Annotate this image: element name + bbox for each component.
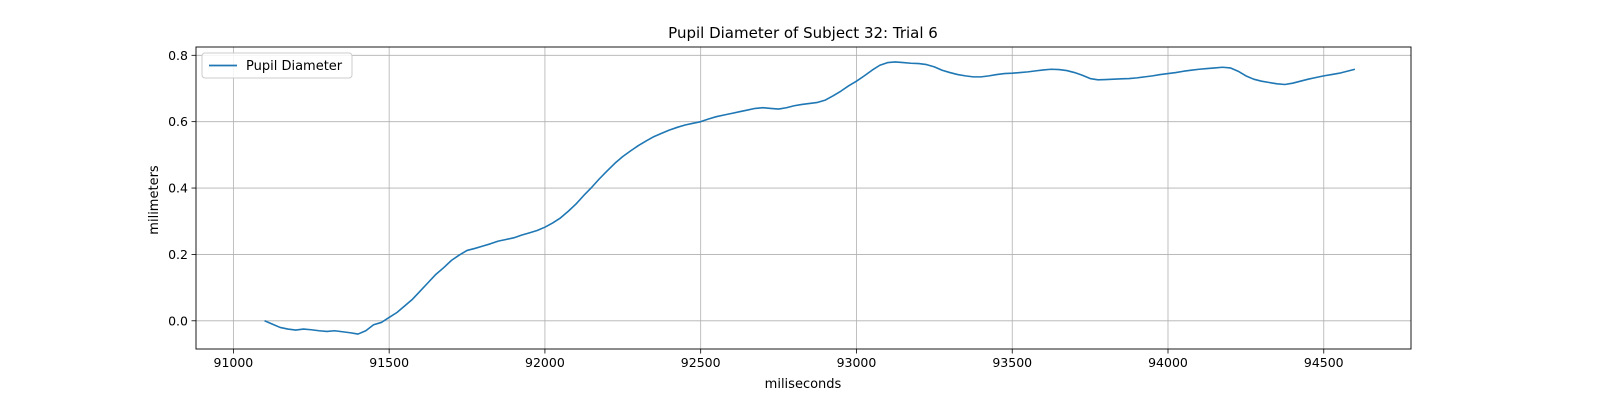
x-tick-label: 94500	[1304, 355, 1344, 370]
chart-title: Pupil Diameter of Subject 32: Trial 6	[668, 24, 938, 42]
y-tick-label: 0.8	[168, 48, 188, 63]
y-tick-label: 0.0	[168, 313, 188, 328]
legend-label-pupil-diameter: Pupil Diameter	[246, 59, 343, 74]
x-axis-label: miliseconds	[765, 377, 842, 392]
y-tick-label: 0.4	[168, 181, 188, 196]
x-tick-label: 94000	[1148, 355, 1188, 370]
x-axis-ticks: 91000 91500 92000 92500 93000 93500 94000 94500	[214, 349, 1344, 370]
grid-lines	[196, 47, 1411, 349]
y-tick-label: 0.2	[168, 247, 188, 262]
y-axis-ticks: 0.0 0.2 0.4 0.6 0.8	[168, 48, 196, 328]
y-tick-label: 0.6	[168, 114, 188, 129]
x-tick-label: 92500	[681, 355, 721, 370]
plot-area	[264, 61, 1356, 335]
y-axis-label: milimeters	[147, 165, 162, 235]
x-tick-label: 93500	[992, 355, 1032, 370]
x-tick-label: 93000	[837, 355, 877, 370]
legend: Pupil Diameter	[201, 52, 353, 79]
axes-frame	[195, 46, 1412, 350]
legend-box	[201, 52, 353, 79]
x-tick-label: 92000	[525, 355, 565, 370]
series-line-pupil-diameter	[264, 61, 1356, 335]
x-tick-label: 91500	[369, 355, 409, 370]
x-tick-label: 91000	[214, 355, 254, 370]
axes-border	[195, 46, 1412, 350]
